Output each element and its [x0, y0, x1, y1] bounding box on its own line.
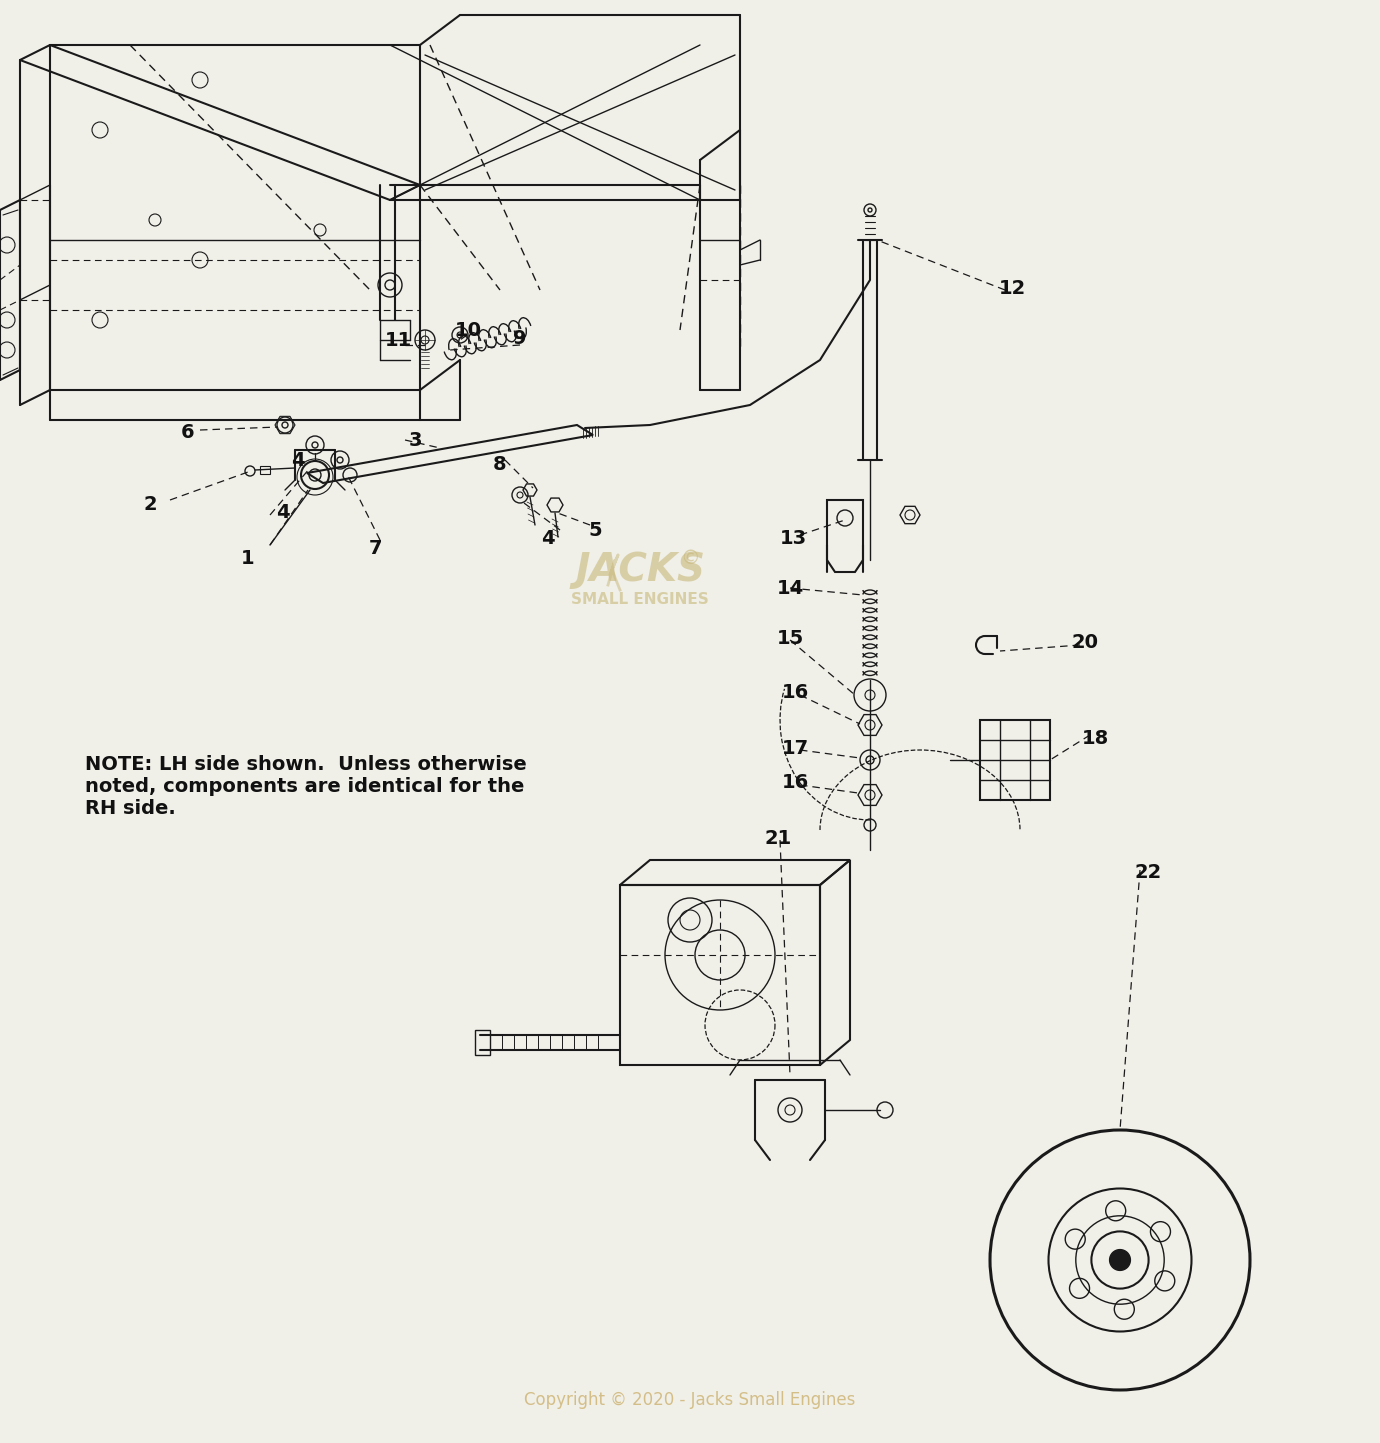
Text: 6: 6: [181, 423, 195, 442]
Text: 21: 21: [765, 828, 792, 847]
Text: NOTE: LH side shown.  Unless otherwise
noted, components are identical for the
R: NOTE: LH side shown. Unless otherwise no…: [86, 755, 527, 818]
Text: 14: 14: [777, 579, 803, 597]
Text: 16: 16: [781, 773, 809, 792]
Text: 20: 20: [1071, 633, 1098, 652]
Text: 4: 4: [276, 504, 290, 522]
Text: 10: 10: [454, 320, 482, 339]
Text: 22: 22: [1134, 863, 1162, 882]
Text: 18: 18: [1082, 729, 1108, 747]
Circle shape: [1110, 1250, 1130, 1270]
Text: 5: 5: [588, 521, 602, 540]
Text: 15: 15: [777, 629, 803, 648]
Text: 2: 2: [144, 495, 157, 515]
Text: 12: 12: [998, 278, 1025, 297]
Text: 17: 17: [781, 739, 809, 758]
Text: 1: 1: [241, 548, 255, 567]
Text: 11: 11: [385, 330, 411, 349]
Text: ©: ©: [680, 548, 700, 567]
Text: 8: 8: [493, 456, 506, 475]
Text: 13: 13: [780, 528, 806, 547]
Text: 16: 16: [781, 684, 809, 703]
Text: JACKS: JACKS: [575, 551, 705, 589]
Text: 3: 3: [408, 430, 422, 450]
Text: 9: 9: [513, 329, 527, 348]
Text: Copyright © 2020 - Jacks Small Engines: Copyright © 2020 - Jacks Small Engines: [524, 1391, 856, 1408]
Text: SMALL ENGINES: SMALL ENGINES: [571, 593, 709, 608]
Text: 4: 4: [291, 450, 305, 469]
Text: 7: 7: [368, 538, 382, 557]
Text: 4: 4: [541, 528, 555, 547]
